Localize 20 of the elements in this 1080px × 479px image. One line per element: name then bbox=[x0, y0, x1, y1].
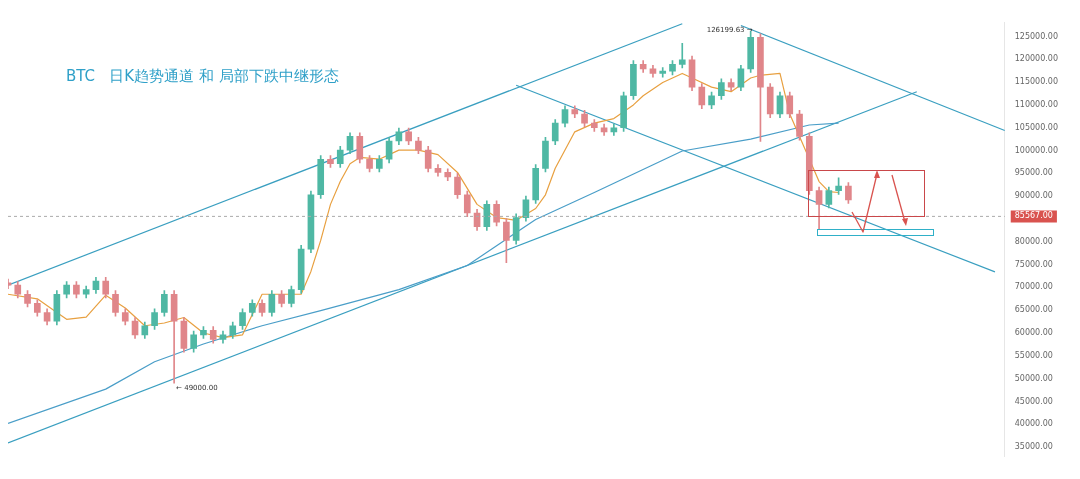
y-tick-label: 115000.00 bbox=[1014, 77, 1058, 87]
y-tick-label: 70000.00 bbox=[1014, 282, 1053, 292]
y-tick-label: 110000.00 bbox=[1014, 100, 1058, 109]
y-tick-label: 100000.00 bbox=[1014, 145, 1058, 155]
y-tick-label: 120000.00 bbox=[1014, 54, 1058, 64]
y-tick-label: 40000.00 bbox=[1014, 419, 1053, 429]
y-tick-label: 75000.00 bbox=[1014, 259, 1053, 269]
y-tick-label: 50000.00 bbox=[1014, 373, 1053, 383]
y-tick-label: 65000.00 bbox=[1014, 305, 1053, 315]
y-tick-label: 55000.00 bbox=[1014, 350, 1053, 360]
y-tick-label: 35000.00 bbox=[1014, 442, 1053, 452]
y-tick-label: 60000.00 bbox=[1014, 328, 1053, 338]
ref-line-label: 85567.00 bbox=[1014, 211, 1053, 221]
y-tick-label: 105000.00 bbox=[1014, 122, 1058, 132]
y-tick-label: 45000.00 bbox=[1014, 396, 1053, 406]
y-tick-label: 90000.00 bbox=[1014, 191, 1053, 201]
y-tick-label: 125000.00 bbox=[1014, 31, 1058, 41]
y-tick-label: 95000.00 bbox=[1014, 168, 1053, 178]
y-tick-label: 80000.00 bbox=[1014, 236, 1053, 246]
text: BTC 日K趋势通道 和 局部下跌中继形态 bbox=[66, 66, 339, 85]
